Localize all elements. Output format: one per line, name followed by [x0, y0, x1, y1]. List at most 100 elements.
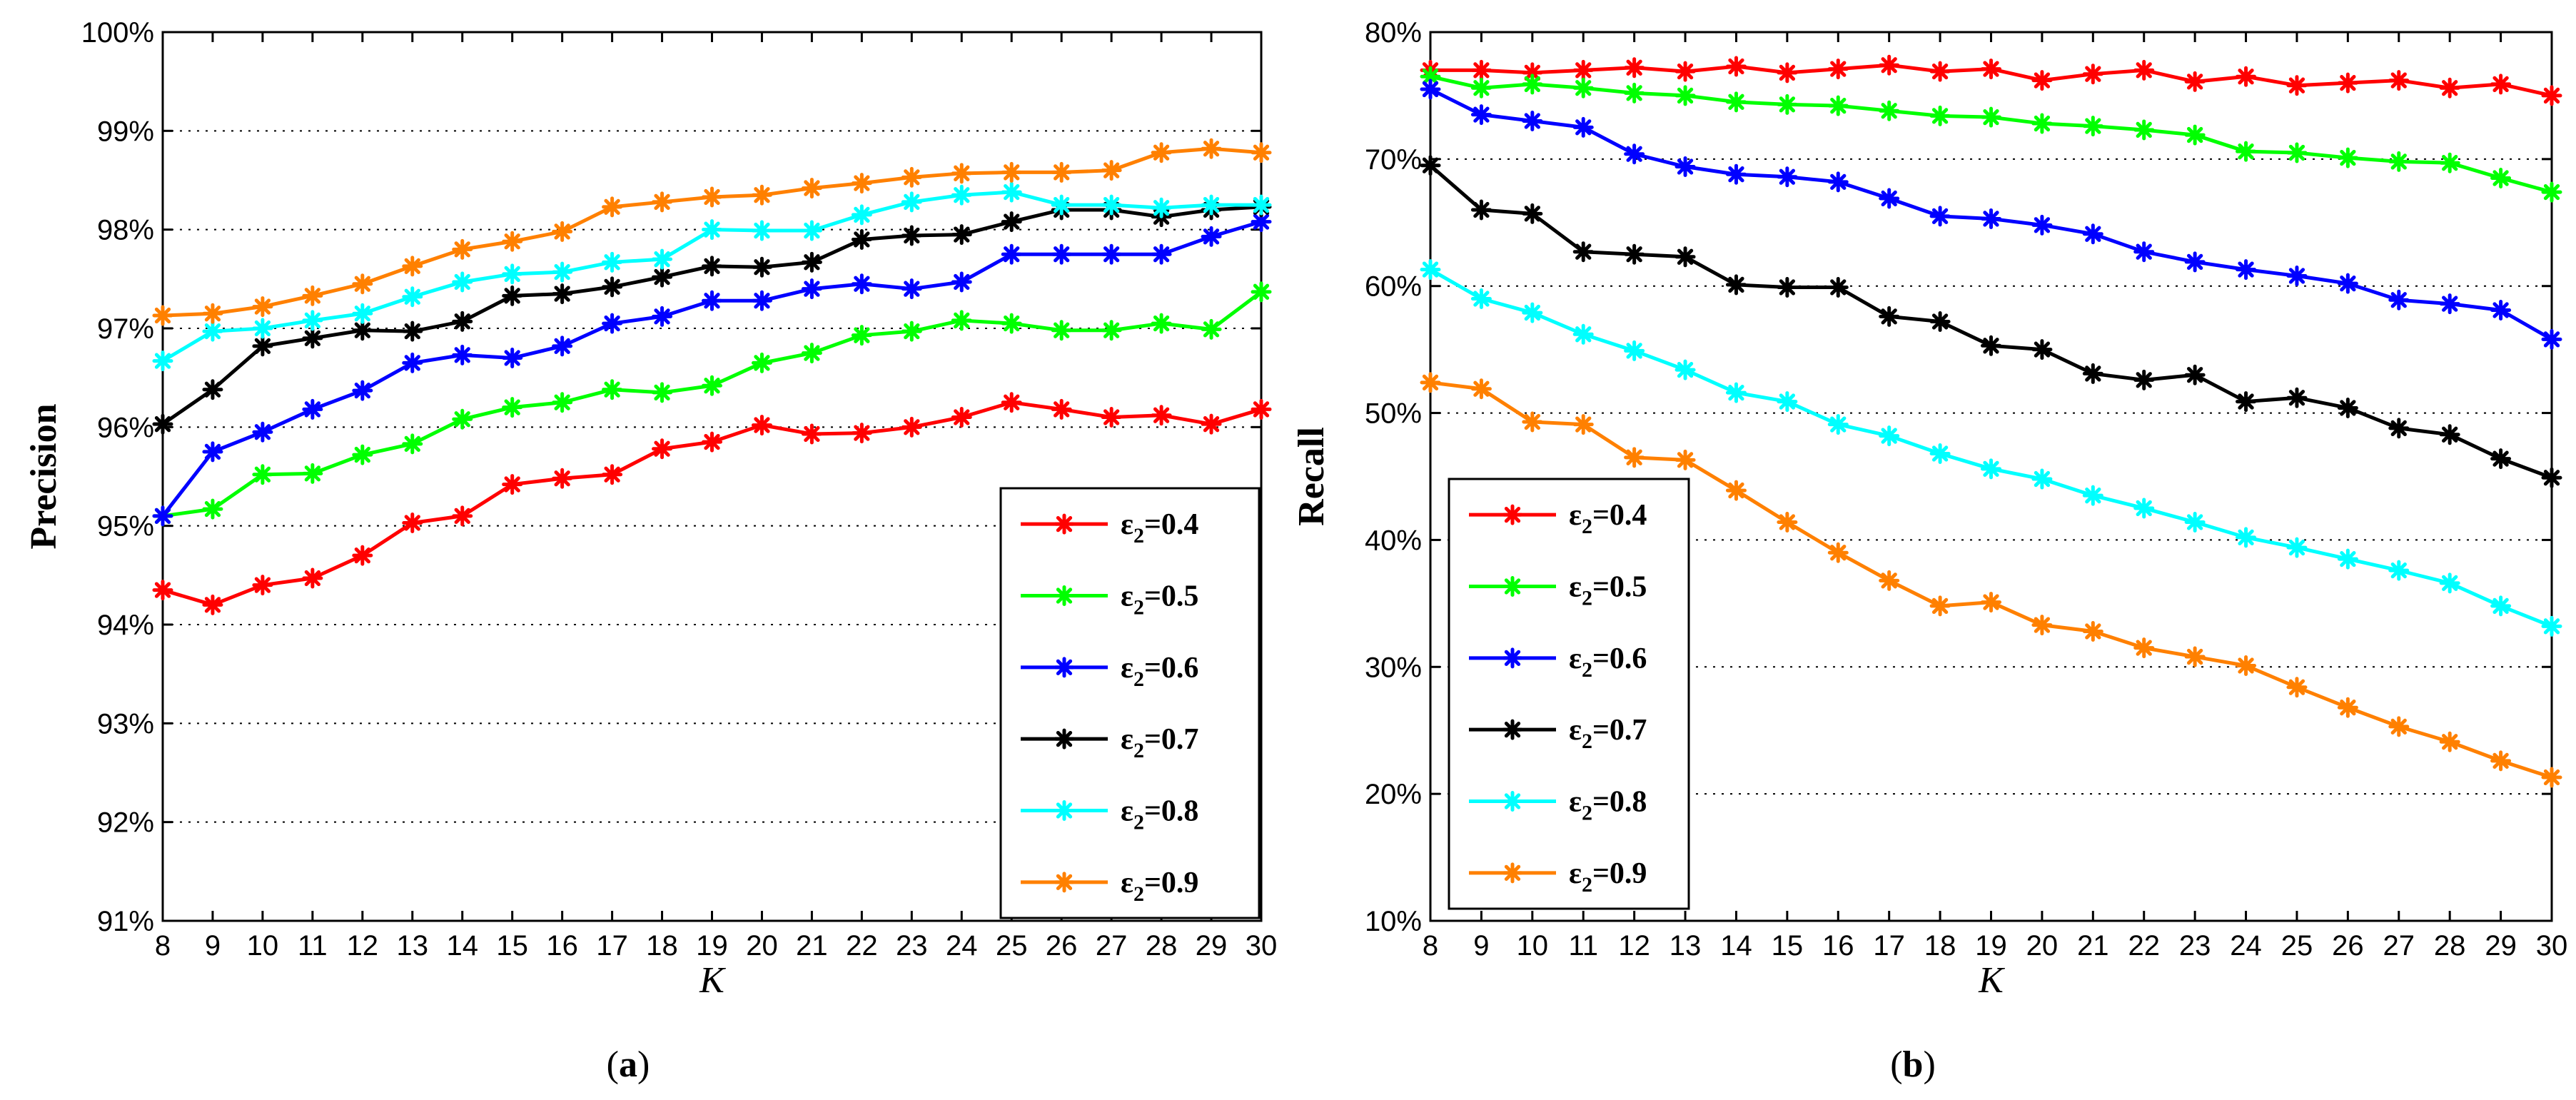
data-point	[352, 444, 373, 465]
data-point	[1201, 226, 1222, 247]
y-tick-label: 40%	[1365, 525, 1422, 556]
data-point	[1101, 243, 1122, 265]
data-point	[1470, 288, 1492, 309]
data-point	[1929, 206, 1951, 227]
data-point	[1827, 171, 1849, 193]
data-point	[2286, 265, 2308, 286]
data-point	[951, 271, 972, 293]
data-point	[751, 220, 772, 241]
data-point	[1572, 414, 1594, 435]
series-4	[1420, 259, 2562, 637]
data-point	[1470, 378, 1492, 400]
data-point	[702, 375, 722, 396]
data-point	[2236, 527, 2257, 548]
series-0	[152, 392, 1272, 615]
data-point	[2286, 677, 2308, 698]
data-point	[2541, 467, 2562, 488]
data-point	[402, 286, 423, 308]
x-tick-label: 13	[397, 930, 429, 962]
data-point	[1879, 54, 1900, 76]
series-0	[1420, 54, 2562, 106]
data-point	[2133, 119, 2155, 141]
data-point	[1051, 194, 1072, 216]
series-2	[1420, 79, 2562, 350]
data-point	[502, 263, 523, 285]
data-point	[1201, 318, 1222, 340]
x-tick-label: 29	[1196, 930, 1228, 962]
data-point	[1420, 79, 1441, 100]
data-point	[1725, 274, 1747, 296]
legend-entry: ε2=0.7	[1569, 714, 1647, 753]
data-point	[1725, 163, 1747, 185]
data-point	[1101, 320, 1122, 341]
y-tick-label: 98%	[97, 215, 154, 246]
data-point	[801, 423, 822, 445]
x-tick-label: 12	[347, 930, 379, 962]
data-point	[1051, 243, 1072, 265]
data-point	[1929, 595, 1951, 617]
x-tick-label: 22	[2128, 930, 2160, 962]
data-point	[1522, 302, 1543, 323]
data-point	[2031, 468, 2053, 490]
data-point	[951, 310, 972, 331]
data-point	[252, 575, 273, 596]
data-point	[602, 251, 623, 273]
data-point	[901, 321, 922, 342]
x-tick-label: 21	[796, 930, 828, 962]
data-point	[801, 178, 822, 199]
legend-marker	[1502, 576, 1523, 597]
data-point	[252, 335, 273, 357]
legend-marker	[1054, 585, 1075, 606]
data-point	[2236, 141, 2257, 162]
data-point	[2031, 615, 2053, 636]
data-point	[1675, 156, 1696, 178]
chart-panel-a: 91% 92% 93% 94% 95% 96% 97% 98% 99% 100% 8 9 10 11 12 1…	[24, 17, 1277, 1085]
series-3	[1420, 155, 2562, 488]
data-point	[2439, 572, 2460, 594]
data-point	[801, 278, 822, 300]
data-point	[2133, 369, 2155, 390]
legend-box	[1448, 478, 1690, 910]
data-point	[202, 498, 223, 520]
data-point	[751, 256, 772, 278]
legend-box	[999, 487, 1261, 919]
data-point	[1981, 208, 2001, 229]
data-point	[402, 321, 423, 342]
data-point	[1522, 111, 1543, 131]
data-point	[2388, 151, 2410, 172]
data-point	[1624, 143, 1645, 165]
data-point	[2082, 223, 2103, 245]
data-point	[302, 398, 323, 420]
x-tick-label: 28	[1146, 930, 1178, 962]
data-point	[2388, 716, 2410, 737]
data-point	[602, 464, 623, 485]
data-point	[152, 505, 173, 527]
data-point	[2439, 293, 2460, 315]
data-point	[1051, 161, 1072, 183]
data-point	[552, 261, 573, 283]
data-point	[2082, 485, 2103, 506]
data-point	[1151, 243, 1172, 265]
legend-entry: ε2=0.6	[1569, 642, 1647, 682]
x-tick-label: 15	[496, 930, 528, 962]
data-point	[951, 224, 972, 246]
data-point	[1201, 194, 1222, 216]
data-point	[1777, 94, 1798, 115]
data-point	[452, 408, 473, 430]
data-point	[2031, 70, 2053, 91]
data-point	[2236, 391, 2257, 413]
data-point	[1777, 276, 1798, 298]
data-point	[1151, 405, 1172, 426]
legend: ε2=0.4 ε2=0.5 ε2=0.6 ε2=0.7 ε2=0.8 ε2=0.9	[1448, 478, 1690, 910]
data-point	[252, 421, 273, 443]
data-point	[2133, 241, 2155, 263]
data-point	[1675, 449, 1696, 470]
data-point	[2184, 71, 2206, 92]
data-point	[552, 468, 573, 489]
data-point	[851, 204, 872, 226]
data-point	[1001, 243, 1022, 265]
data-point	[402, 352, 423, 373]
y-tick-label: 96%	[97, 412, 154, 443]
y-tick-label: 91%	[97, 906, 154, 937]
panel-caption: (a)	[607, 1044, 650, 1085]
